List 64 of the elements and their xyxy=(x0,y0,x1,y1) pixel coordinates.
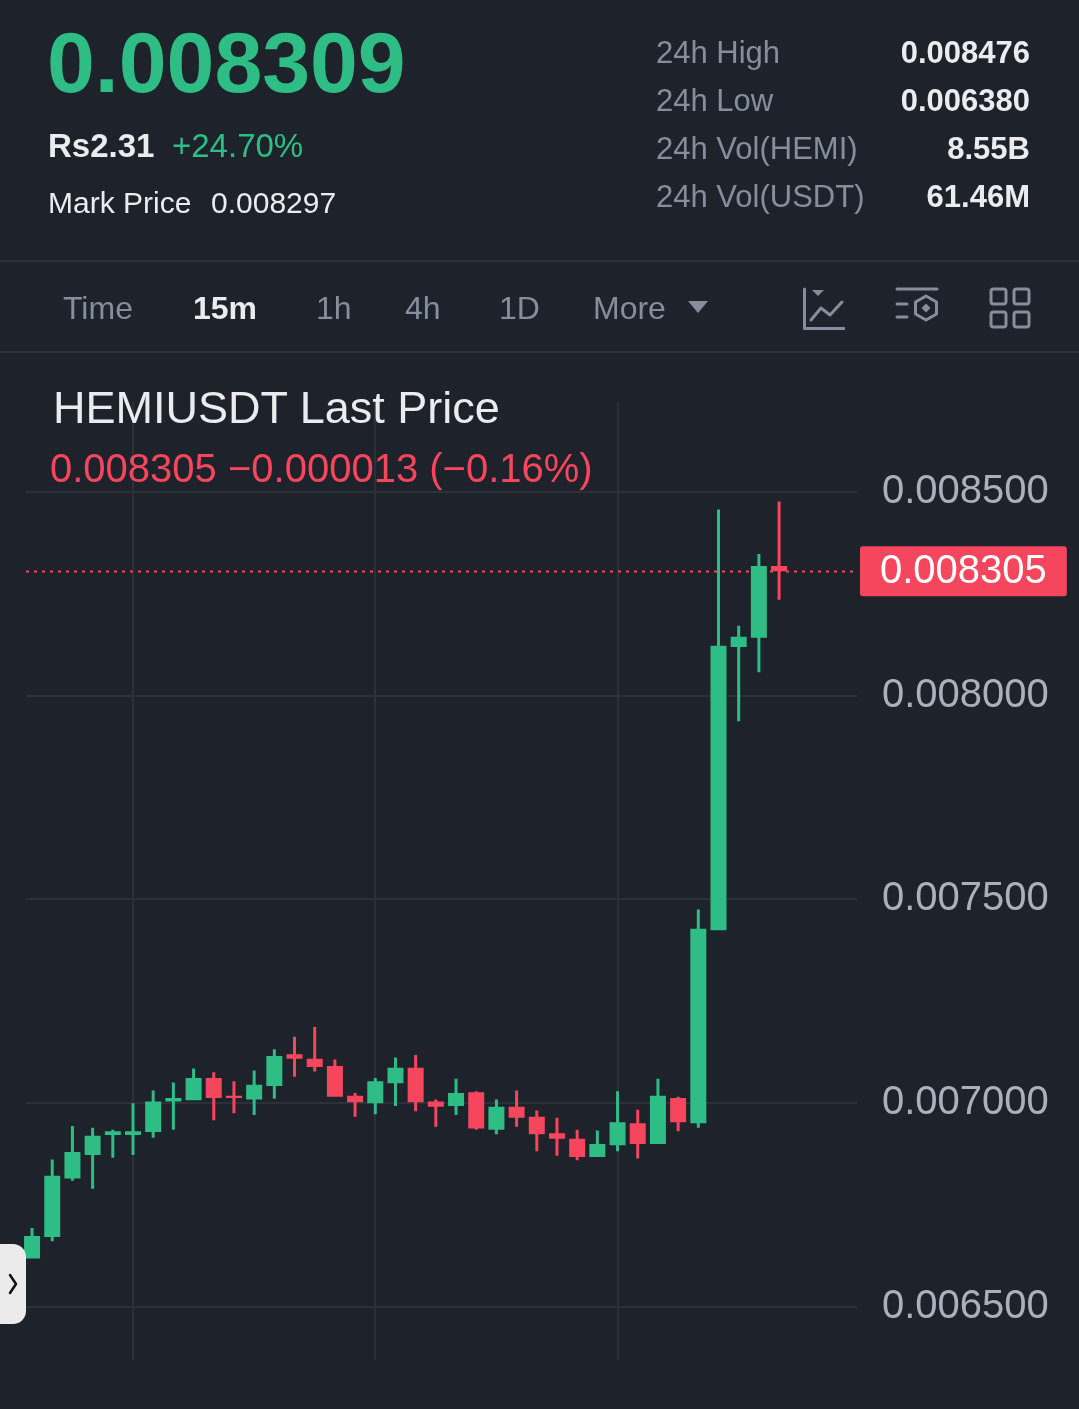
candlestick xyxy=(629,1109,646,1159)
candlestick xyxy=(649,1078,666,1144)
candlestick xyxy=(488,1099,505,1135)
candlestick xyxy=(24,1227,41,1259)
text: 24h High xyxy=(656,35,781,70)
text: More xyxy=(593,290,666,326)
candlestick xyxy=(326,1059,343,1097)
text: 15m xyxy=(193,290,258,326)
candlestick xyxy=(528,1110,545,1152)
candlestick xyxy=(266,1049,283,1099)
candlestick xyxy=(730,625,747,722)
candlestick xyxy=(670,1096,687,1132)
candlestick xyxy=(750,554,767,673)
y-tick-label: 0.006500 xyxy=(882,1282,1049,1327)
text: 24h Vol(USDT) xyxy=(656,179,865,214)
text: 1D xyxy=(499,290,540,326)
text: Mark Price xyxy=(48,186,192,219)
candlestick xyxy=(286,1036,303,1077)
candlestick xyxy=(367,1077,384,1115)
candlestick xyxy=(427,1099,444,1127)
text: 24h Vol(HEMI) xyxy=(656,131,858,166)
text: Time xyxy=(63,290,133,326)
text: 0.008297 xyxy=(211,186,337,219)
candlestick xyxy=(448,1078,465,1115)
text: Rs2.31 xyxy=(48,127,155,164)
candlestick xyxy=(710,509,727,931)
candlestick xyxy=(165,1082,182,1130)
candlestick xyxy=(44,1159,61,1242)
y-tick-label: 0.007000 xyxy=(882,1078,1049,1123)
ref-line-label: 0.008305 xyxy=(880,547,1047,592)
candlestick xyxy=(569,1129,586,1161)
candlestick xyxy=(104,1129,121,1158)
candlestick xyxy=(306,1026,323,1072)
text: 0.008476 xyxy=(900,35,1030,70)
candlestick xyxy=(548,1117,565,1156)
text: 61.46M xyxy=(926,179,1030,214)
candlestick xyxy=(205,1072,222,1121)
candlestick xyxy=(246,1070,263,1115)
candlestick xyxy=(125,1103,141,1155)
candlestick xyxy=(145,1090,162,1138)
text: 4h xyxy=(405,290,441,326)
text: 0.008305 −0.000013 (−0.16%) xyxy=(50,446,593,490)
candlestick xyxy=(609,1091,626,1152)
text: 8.55B xyxy=(947,131,1030,166)
candlestick xyxy=(468,1091,485,1130)
y-tick-label: 0.008500 xyxy=(882,466,1049,511)
text: 0.006380 xyxy=(900,83,1030,118)
candlestick xyxy=(690,909,707,1128)
text: 0.008309 xyxy=(47,14,406,110)
text: 24h Low xyxy=(656,83,774,118)
y-tick-label: 0.008000 xyxy=(882,670,1049,715)
candlestick xyxy=(64,1126,81,1181)
text: 1h xyxy=(316,290,352,326)
candlestick xyxy=(387,1057,404,1107)
candlestick xyxy=(84,1127,101,1189)
text: +24.70% xyxy=(172,127,304,164)
candlestick xyxy=(407,1055,424,1112)
candlestick xyxy=(185,1068,202,1101)
candlestick xyxy=(225,1081,242,1114)
chart-title: HEMIUSDT Last Price xyxy=(53,382,500,433)
candlestick xyxy=(508,1090,525,1127)
y-tick-label: 0.007500 xyxy=(882,874,1049,919)
candlestick xyxy=(347,1092,364,1117)
candlestick xyxy=(589,1130,606,1157)
